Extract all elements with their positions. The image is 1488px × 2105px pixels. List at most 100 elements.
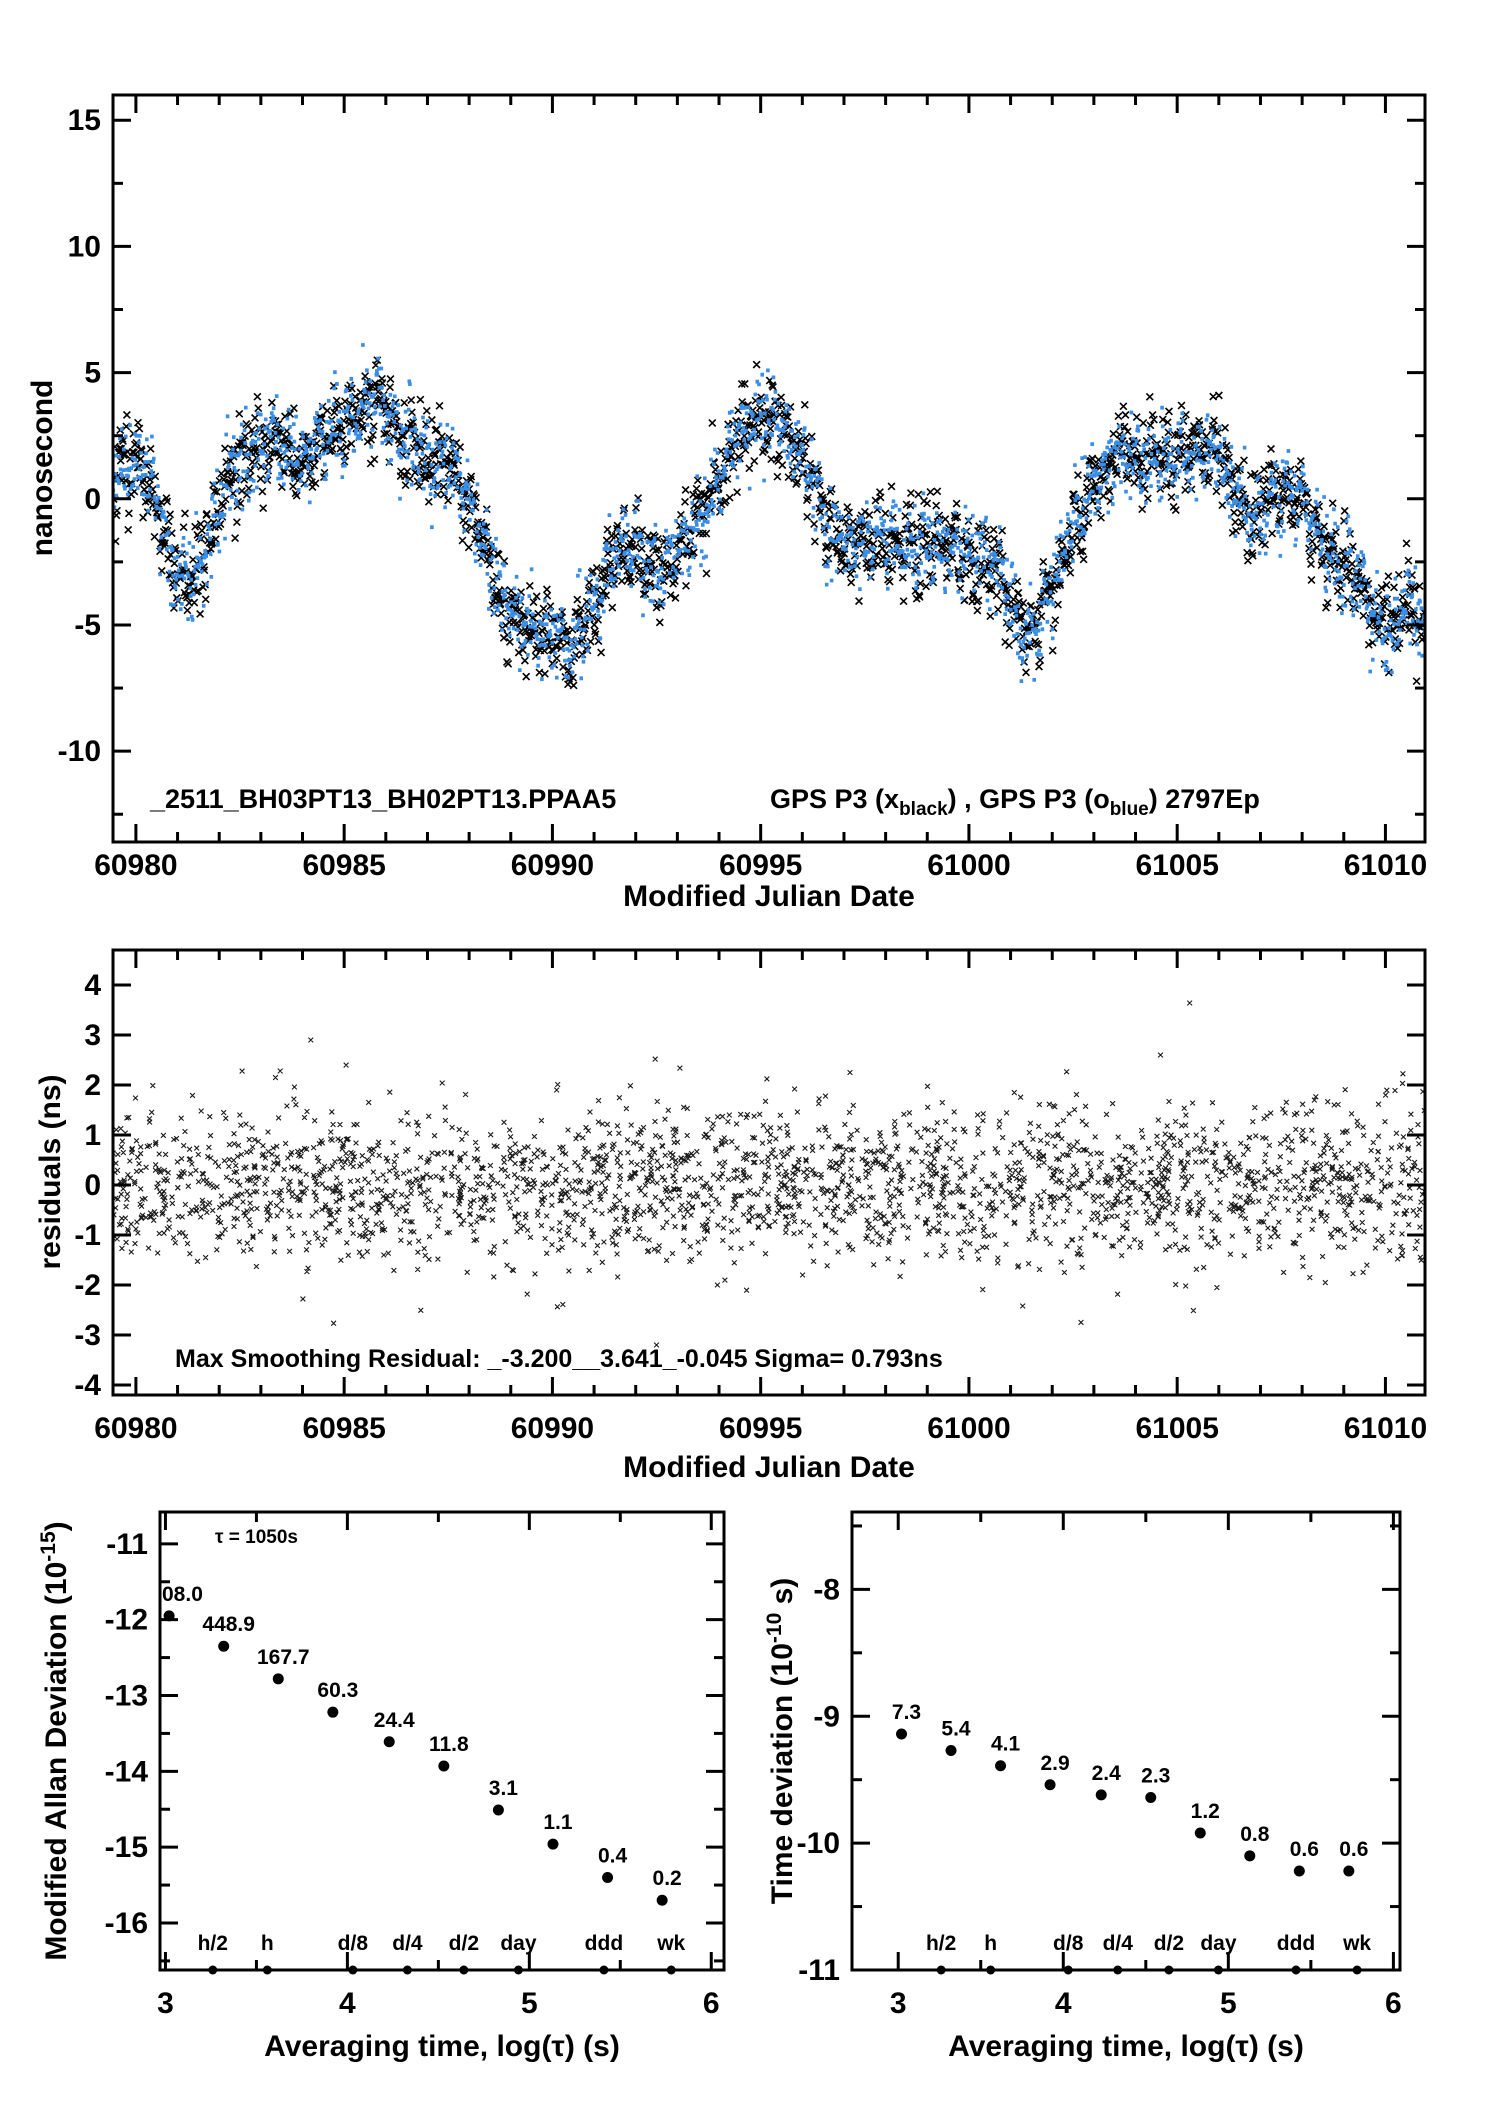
tdev-tau-dot: [1113, 1965, 1123, 1975]
label-text: ): [40, 1521, 73, 1531]
madev-point: [492, 1804, 504, 1816]
tdev-point: [945, 1745, 957, 1757]
tdev-point-label: 5.4: [941, 1718, 971, 1741]
madev-tau-dot: [459, 1965, 469, 1975]
tdev-point: [896, 1728, 908, 1740]
madev-panel: 3 4 5 6 -11 -12 -13 -14 -15 -16: [105, 1510, 726, 2020]
phase-scatter: [113, 343, 1425, 690]
tdev-tau-label: d/4: [1103, 1932, 1134, 1955]
phase-x-tick-label: 60995: [719, 849, 802, 882]
subscript-text: black: [899, 799, 948, 820]
phase-y-tick-label: 10: [68, 230, 101, 263]
madev-y-tick-label: -11: [106, 1528, 148, 1561]
madev-point: [272, 1673, 284, 1685]
madev-tau-label: ddd: [585, 1932, 623, 1955]
tdev-y-tick-label: -8: [813, 1573, 840, 1606]
generated-chart-content: 60980 60985 60990 60995 61000 61005 6101015105…: [58, 93, 1427, 2020]
madev-tau-label: day: [500, 1932, 537, 1955]
phase-y-tick-label: 0: [84, 483, 101, 516]
madev-x-tick-label: 3: [157, 1987, 174, 2020]
tdev-x-tick-label: 4: [1055, 1987, 1072, 2020]
tdev-y-tick-label: -9: [813, 1700, 840, 1733]
tdev-point-label: 2.3: [1141, 1764, 1170, 1787]
madev-tau-label: h: [261, 1932, 274, 1955]
label-text: ) , GPS P3 (o: [948, 784, 1110, 814]
madev-tau-annotation: τ = 1050s: [215, 1527, 298, 1548]
madev-point-label: 11.8: [429, 1733, 469, 1756]
madev-ticks: [160, 1512, 724, 1970]
tdev-x-tick-label: 5: [1220, 1987, 1237, 2020]
madev-point-label: 167.7: [257, 1646, 310, 1669]
madev-point-label: 60.3: [317, 1679, 358, 1702]
residuals-x-tick-label: 61005: [1135, 1412, 1218, 1445]
madev-y-tick-label: -12: [105, 1604, 148, 1637]
residuals-ticks: [113, 950, 1425, 1395]
madev-point: [602, 1871, 614, 1883]
tdev-point-label: 1.2: [1191, 1800, 1220, 1823]
madev-point: [218, 1640, 230, 1652]
tdev-tau-dot: [1352, 1965, 1362, 1975]
tdev-y-tick-label: -10: [797, 1827, 840, 1860]
residuals-panel: 60980 60985 60990 60995 61000 61005 61010 4 3 2 1 0…: [74, 948, 1427, 1445]
tdev-tau-label: d/8: [1053, 1932, 1084, 1955]
residuals-y-tick-label: -2: [74, 1269, 101, 1302]
tdev-points: 7.3 5.4 4.1 2.9 2.4 2.3 1.2 0.8 0.6 0.6: [892, 1701, 1368, 1877]
residuals-y-tick-label: 0: [84, 1169, 101, 1202]
phase-x-tick-label: 60980: [94, 849, 177, 882]
residuals-y-tick-label: -4: [74, 1369, 101, 1402]
label-text: ) 2797Ep: [1149, 784, 1260, 814]
tdev-y-axis-title: Time deviation (10-10​ s): [763, 1578, 799, 1905]
madev-y-tick-labels: -11 -12 -13 -14 -15 -16: [105, 1528, 149, 1940]
madev-y-tick-label: -15: [105, 1831, 148, 1864]
residuals-x-tick-label: 60980: [94, 1412, 177, 1445]
tdev-point-label: 0.6: [1290, 1838, 1319, 1861]
tdev-tau-label: day: [1200, 1932, 1237, 1955]
phase-y-tick-label: 5: [84, 357, 101, 390]
label-text: Modified Allan Deviation (10: [40, 1562, 73, 1961]
label-text: GPS P3 (x: [770, 784, 899, 814]
madev-point-label: 24.4: [374, 1709, 415, 1732]
residuals-y-tick-label: -3: [74, 1319, 101, 1352]
madev-x-tick-label: 4: [339, 1987, 356, 2020]
residuals-x-markers: [113, 1000, 1425, 1348]
madev-tau-label: h/2: [198, 1932, 228, 1955]
tdev-panel: 3 4 5 6 -8 -9 -10 -11: [797, 1510, 1402, 2020]
phase-y-tick-labels: 15 10 5 0 -5 -10: [58, 104, 101, 768]
phase-series-black-x-markers: [113, 356, 1425, 690]
madev-point-label: 0.2: [653, 1867, 682, 1890]
phase-x-tick-label: 60990: [511, 849, 594, 882]
tdev-x-tick-label: 6: [1385, 1987, 1402, 2020]
madev-tau-dot: [262, 1965, 272, 1975]
residuals-x-axis-title: Modified Julian Date: [623, 1451, 915, 1484]
madev-point: [438, 1760, 450, 1772]
tdev-tau-label: h: [984, 1932, 997, 1955]
madev-tau-dot: [402, 1965, 412, 1975]
tdev-y-tick-label: -11: [798, 1954, 840, 1987]
superscript-text: -15: [37, 1531, 60, 1562]
madev-x-tick-label: 6: [703, 1987, 720, 2020]
madev-point-label: 3.1: [489, 1777, 519, 1800]
phase-series-title: GPS P3 (xblack​) , GPS P3 (oblue​) 2797E…: [770, 784, 1260, 820]
phase-frame: [111, 93, 1427, 844]
residuals-y-axis-title: residuals (ns): [34, 1074, 67, 1269]
tdev-point-label: 2.4: [1092, 1762, 1122, 1785]
tdev-y-tick-labels: -8 -9 -10 -11: [797, 1573, 840, 1987]
tdev-tau-label: wk: [1342, 1932, 1371, 1955]
madev-tau-dot: [599, 1965, 609, 1975]
madev-point-label: 0.4: [598, 1844, 628, 1867]
tdev-point: [1095, 1789, 1107, 1801]
tdev-tau-marks: h/2 h d/8 d/4 d/2 day ddd wk: [926, 1932, 1371, 1975]
madev-tau-dot: [513, 1965, 523, 1975]
residuals-y-tick-label: -1: [74, 1219, 101, 1252]
tdev-tau-dot: [1291, 1965, 1301, 1975]
phase-x-tick-labels: 60980 60985 60990 60995 61000 61005 61010: [94, 849, 1427, 882]
label-text: s): [766, 1578, 799, 1613]
residuals-x-tick-labels: 60980 60985 60990 60995 61000 61005 61010: [94, 1412, 1427, 1445]
tdev-point-label: 4.1: [991, 1733, 1021, 1756]
madev-tau-dot: [666, 1965, 676, 1975]
tdev-ticks: [852, 1512, 1400, 1972]
